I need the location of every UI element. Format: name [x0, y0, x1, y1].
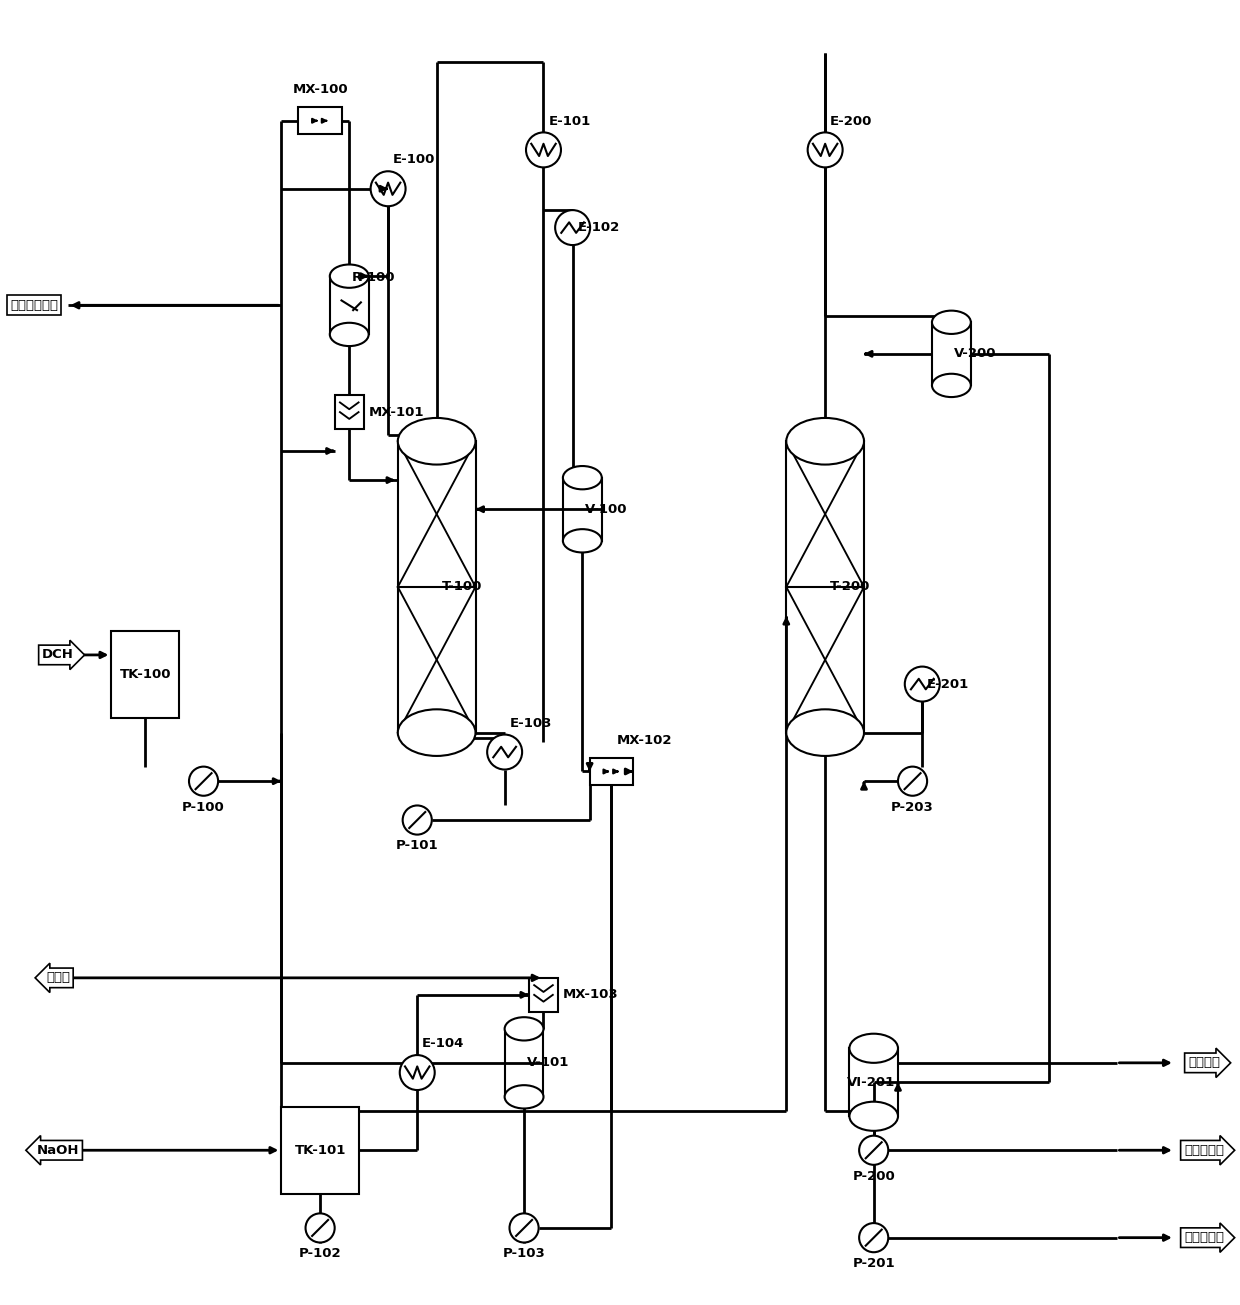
- Ellipse shape: [849, 1101, 898, 1131]
- Text: P-101: P-101: [396, 839, 439, 852]
- Text: V-101: V-101: [527, 1056, 569, 1069]
- Circle shape: [403, 805, 432, 835]
- Bar: [112, 630, 180, 718]
- Ellipse shape: [398, 418, 475, 465]
- Text: TK-100: TK-100: [119, 668, 171, 681]
- Text: E-102: E-102: [578, 221, 620, 234]
- Circle shape: [859, 1135, 888, 1165]
- Ellipse shape: [505, 1017, 543, 1040]
- Circle shape: [898, 766, 928, 796]
- Text: 去精馏装置: 去精馏装置: [1184, 1143, 1224, 1156]
- Text: E-100: E-100: [393, 154, 435, 167]
- Ellipse shape: [505, 1086, 543, 1108]
- Ellipse shape: [398, 710, 475, 756]
- Text: T-200: T-200: [830, 581, 870, 594]
- Bar: [529, 977, 558, 1011]
- Bar: [299, 107, 342, 134]
- Circle shape: [556, 210, 590, 245]
- Text: 去产品区: 去产品区: [1188, 1056, 1220, 1069]
- Text: 一次水: 一次水: [46, 971, 69, 984]
- Text: V-200: V-200: [955, 347, 997, 360]
- Text: DCH: DCH: [42, 649, 74, 662]
- Ellipse shape: [330, 265, 368, 288]
- Circle shape: [188, 766, 218, 796]
- Circle shape: [905, 667, 940, 702]
- Circle shape: [510, 1214, 538, 1242]
- Text: E-201: E-201: [928, 677, 970, 690]
- Ellipse shape: [563, 529, 601, 552]
- Text: T-100: T-100: [441, 581, 482, 594]
- Circle shape: [305, 1214, 335, 1242]
- Text: P-200: P-200: [852, 1169, 895, 1182]
- Text: NaOH: NaOH: [37, 1143, 79, 1156]
- Text: 产品塔返回液: 产品塔返回液: [10, 299, 58, 312]
- Ellipse shape: [932, 311, 971, 334]
- Text: MX-101: MX-101: [368, 406, 424, 419]
- Text: V-100: V-100: [585, 502, 627, 515]
- Text: MX-100: MX-100: [293, 84, 348, 97]
- Text: E-103: E-103: [510, 716, 552, 729]
- Text: P-201: P-201: [852, 1257, 895, 1270]
- Ellipse shape: [849, 1034, 898, 1062]
- Text: E-200: E-200: [830, 115, 873, 128]
- Text: MX-102: MX-102: [616, 735, 672, 748]
- Text: 去盐水处理: 去盐水处理: [1184, 1231, 1224, 1244]
- Text: VI-201: VI-201: [847, 1075, 895, 1088]
- Ellipse shape: [330, 322, 368, 346]
- Bar: [335, 395, 363, 429]
- Text: P-103: P-103: [502, 1248, 546, 1261]
- Ellipse shape: [932, 373, 971, 397]
- Text: P-102: P-102: [299, 1248, 341, 1261]
- Ellipse shape: [563, 466, 601, 489]
- Circle shape: [859, 1223, 888, 1253]
- Text: P-100: P-100: [182, 800, 224, 813]
- Ellipse shape: [786, 710, 864, 756]
- Bar: [281, 1107, 358, 1194]
- Ellipse shape: [786, 418, 864, 465]
- Text: R-100: R-100: [352, 271, 396, 284]
- Circle shape: [487, 735, 522, 770]
- Bar: [590, 758, 634, 786]
- Text: E-101: E-101: [548, 115, 590, 128]
- Circle shape: [371, 171, 405, 206]
- Text: E-104: E-104: [422, 1037, 465, 1051]
- Circle shape: [807, 132, 843, 167]
- Circle shape: [399, 1054, 435, 1090]
- Circle shape: [526, 132, 560, 167]
- Text: MX-103: MX-103: [563, 988, 619, 1001]
- Text: TK-101: TK-101: [294, 1143, 346, 1156]
- Text: P-203: P-203: [892, 800, 934, 813]
